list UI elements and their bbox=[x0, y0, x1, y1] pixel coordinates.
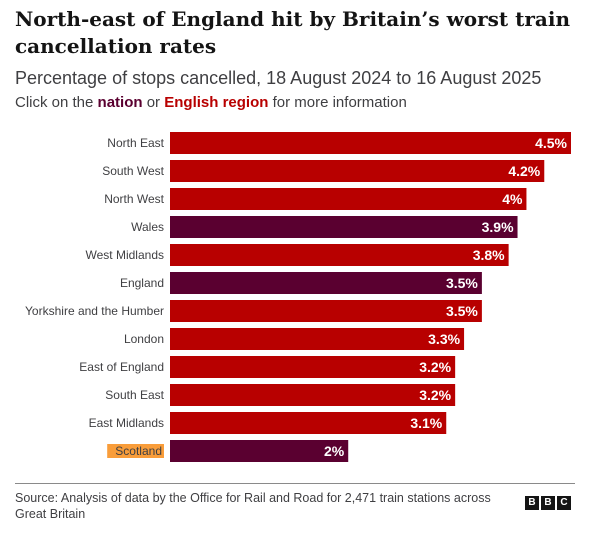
value-label-north-east: 4.5% bbox=[535, 135, 567, 151]
bar-east-midlands[interactable] bbox=[170, 412, 447, 434]
bar-group-england[interactable]: England 3.5% bbox=[120, 272, 482, 294]
bar-group-west-midlands[interactable]: West Midlands 3.8% bbox=[86, 244, 509, 266]
bar-group-scotland[interactable]: Scotland 2% bbox=[107, 440, 349, 462]
bar-south-west[interactable] bbox=[170, 160, 545, 182]
bar-chart: North East 4.5% South West 4.2% North West 4%… bbox=[25, 132, 571, 462]
category-label-england: England bbox=[120, 276, 164, 290]
bar-london[interactable] bbox=[170, 328, 465, 350]
chart-title: North-east of England hit by Britain’s w… bbox=[15, 7, 570, 58]
bar-group-north-east[interactable]: North East 4.5% bbox=[107, 132, 571, 154]
category-label-west-midlands: West Midlands bbox=[86, 248, 164, 262]
bar-group-south-west[interactable]: South West 4.2% bbox=[102, 160, 545, 182]
source-note: Source: Analysis of data by the Office f… bbox=[15, 491, 491, 521]
category-highlight-scotland bbox=[107, 444, 164, 458]
value-label-london: 3.3% bbox=[428, 331, 460, 347]
chart-instruction: Click on the nation or English region fo… bbox=[15, 93, 590, 113]
value-label-scotland: 2% bbox=[324, 443, 345, 459]
instruction-prefix: Click on the bbox=[15, 94, 98, 111]
value-label-south-west: 4.2% bbox=[508, 163, 540, 179]
instruction-suffix: for more information bbox=[268, 94, 407, 111]
category-label-north-east: North East bbox=[107, 136, 164, 150]
bar-england[interactable] bbox=[170, 272, 482, 294]
category-label-wales: Wales bbox=[131, 220, 164, 234]
bar-north-east[interactable] bbox=[170, 132, 571, 154]
category-label-south-east: South East bbox=[105, 388, 164, 402]
category-label-north-west: North West bbox=[104, 192, 164, 206]
bar-group-north-west[interactable]: North West 4% bbox=[104, 188, 527, 210]
bbc-logo-letter-1: B bbox=[525, 496, 539, 510]
bar-south-east[interactable] bbox=[170, 384, 456, 406]
value-label-west-midlands: 3.8% bbox=[473, 247, 505, 263]
value-label-england: 3.5% bbox=[446, 275, 478, 291]
category-label-yorkshire-and-the-humber: Yorkshire and the Humber bbox=[25, 304, 164, 318]
value-label-yorkshire-and-the-humber: 3.5% bbox=[446, 303, 478, 319]
value-label-east-of-england: 3.2% bbox=[419, 359, 451, 375]
value-label-wales: 3.9% bbox=[482, 219, 514, 235]
bar-east-of-england[interactable] bbox=[170, 356, 456, 378]
category-label-east-of-england: East of England bbox=[79, 360, 164, 374]
bar-group-london[interactable]: London 3.3% bbox=[124, 328, 465, 350]
category-label-south-west: South West bbox=[102, 164, 164, 178]
value-label-east-midlands: 3.1% bbox=[410, 415, 442, 431]
instruction-nation: nation bbox=[97, 94, 143, 111]
bar-group-east-midlands[interactable]: East Midlands 3.1% bbox=[89, 412, 447, 434]
bar-group-yorkshire-and-the-humber[interactable]: Yorkshire and the Humber 3.5% bbox=[25, 300, 482, 322]
instruction-middle: or bbox=[142, 94, 165, 111]
bar-group-wales[interactable]: Wales 3.9% bbox=[131, 216, 518, 238]
bar-west-midlands[interactable] bbox=[170, 244, 509, 266]
bar-wales[interactable] bbox=[170, 216, 518, 238]
value-label-south-east: 3.2% bbox=[419, 387, 451, 403]
bbc-logo-letter-3: C bbox=[557, 496, 571, 510]
category-label-east-midlands: East Midlands bbox=[89, 416, 164, 430]
bbc-logo-letter-2: B bbox=[541, 496, 555, 510]
bar-group-east-of-england[interactable]: East of England 3.2% bbox=[79, 356, 456, 378]
bar-scotland[interactable] bbox=[170, 440, 349, 462]
footer-divider bbox=[15, 483, 575, 484]
bar-group-south-east[interactable]: South East 3.2% bbox=[105, 384, 456, 406]
category-label-london: London bbox=[124, 332, 164, 346]
category-label-scotland: Scotland bbox=[115, 444, 162, 458]
instruction-region: English region bbox=[164, 94, 269, 111]
bar-north-west[interactable] bbox=[170, 188, 527, 210]
bar-yorkshire-and-the-humber[interactable] bbox=[170, 300, 482, 322]
bbc-logo: B B C bbox=[525, 496, 571, 510]
value-label-north-west: 4% bbox=[502, 191, 523, 207]
chart-subtitle: Percentage of stops cancelled, 18 August… bbox=[15, 68, 542, 88]
